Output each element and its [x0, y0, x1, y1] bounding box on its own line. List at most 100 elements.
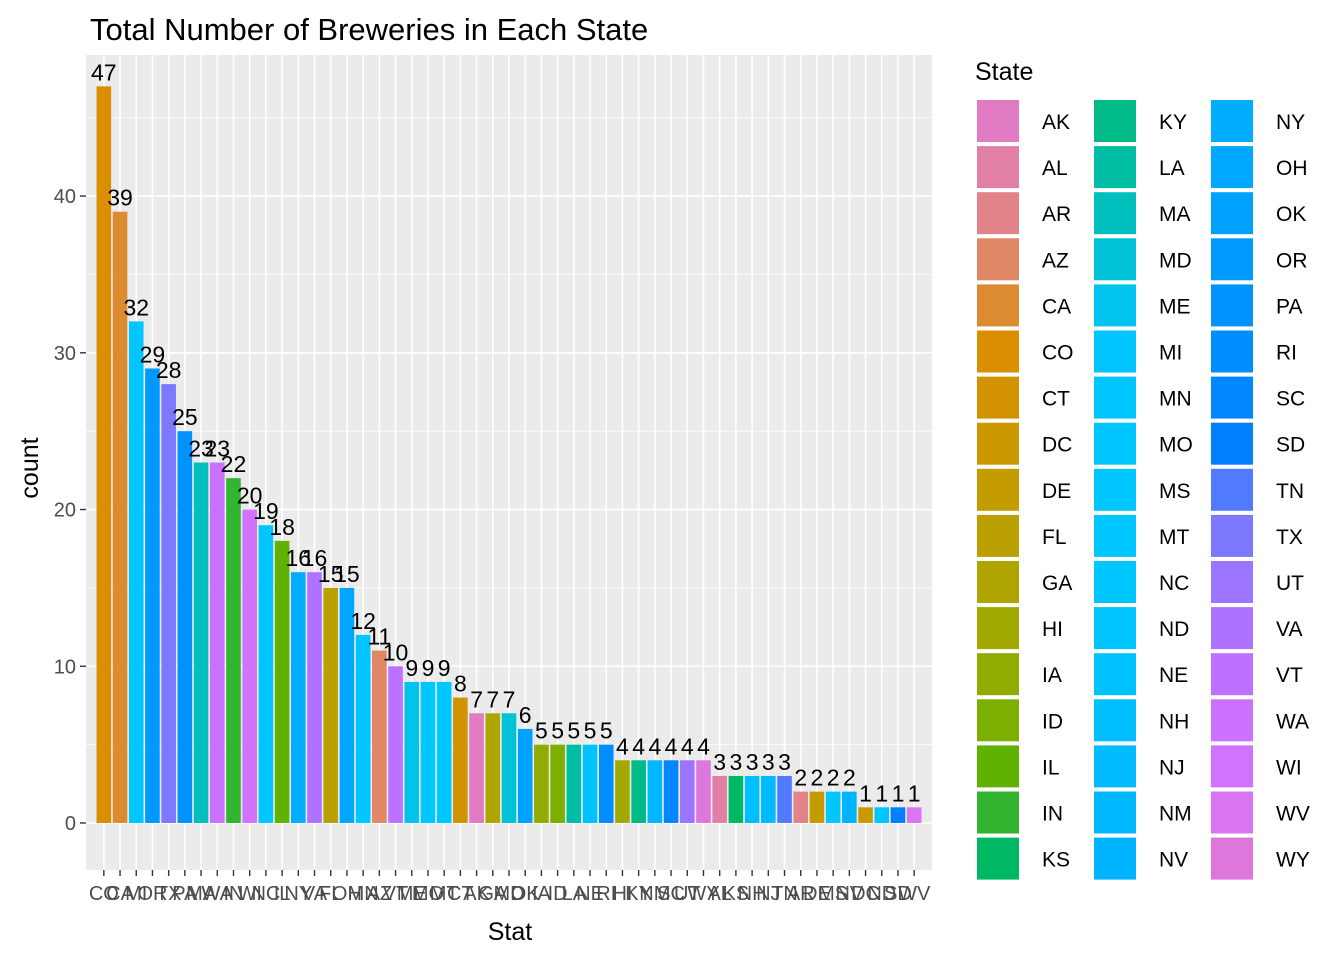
legend-key	[1211, 422, 1253, 465]
legend-label: WI	[1276, 756, 1302, 779]
x-tick-label: WI	[237, 883, 261, 905]
y-tick-label: 20	[54, 500, 76, 522]
x-tick-label: OR	[137, 883, 167, 905]
x-tick-label: OK	[511, 883, 541, 905]
bar	[323, 587, 339, 823]
bar	[193, 462, 209, 823]
x-tick-label: DE	[803, 883, 831, 905]
legend-label: GA	[1042, 572, 1072, 595]
data-label: 2	[811, 765, 824, 791]
legend-label: MI	[1159, 342, 1182, 365]
data-label: 22	[221, 451, 247, 477]
x-tick-label: NH	[738, 883, 767, 905]
legend-label: NM	[1159, 803, 1192, 826]
data-label: 39	[107, 185, 133, 211]
bar	[372, 650, 387, 823]
legend-label: WA	[1276, 710, 1309, 733]
data-label: 8	[454, 671, 467, 697]
x-tick-label: AZ	[367, 883, 393, 905]
bar	[874, 807, 890, 823]
legend-label: VA	[1276, 618, 1302, 641]
bar	[242, 509, 257, 823]
data-label: 7	[470, 686, 483, 712]
bar	[663, 760, 679, 823]
bar	[550, 744, 565, 823]
data-label: 12	[350, 608, 376, 634]
x-tick-label: WA	[202, 883, 234, 905]
legend-key	[1094, 100, 1136, 142]
bar	[258, 525, 274, 823]
bar	[566, 744, 582, 823]
legend-label: IA	[1042, 664, 1062, 687]
x-tick-label: CO	[89, 883, 119, 905]
legend-key	[1211, 376, 1253, 419]
y-tick-label: 40	[54, 186, 76, 208]
data-label: 3	[746, 749, 759, 775]
legend-key	[1211, 284, 1253, 327]
bar	[404, 681, 420, 823]
legend-key	[1094, 653, 1136, 696]
data-label: 32	[123, 294, 149, 320]
legend-key	[1211, 699, 1253, 742]
bar	[825, 791, 841, 823]
legend-key	[1094, 561, 1136, 603]
legend-label: NE	[1159, 664, 1188, 687]
legend-key	[1094, 238, 1136, 281]
legend-label: NV	[1159, 849, 1188, 872]
bar	[420, 681, 436, 823]
x-tick-label: AK	[463, 883, 490, 905]
data-label: 11	[367, 624, 391, 650]
legend-key	[1094, 422, 1136, 465]
x-tick-label: DC	[851, 883, 880, 905]
data-label: 47	[91, 59, 117, 85]
bar	[209, 462, 225, 823]
legend-label: ME	[1159, 295, 1191, 318]
legend-key	[977, 791, 1019, 834]
legend-label: WY	[1276, 849, 1310, 872]
legend-label: FL	[1042, 526, 1067, 549]
x-tick-label: ME	[397, 883, 427, 905]
data-label: 9	[438, 655, 451, 681]
x-tick-label: KY	[625, 883, 652, 905]
bar	[761, 775, 776, 823]
x-tick-label: TX	[156, 883, 182, 905]
bar	[226, 478, 241, 823]
x-tick-label: WY	[687, 883, 719, 905]
y-tick-label: 0	[65, 813, 76, 835]
x-axis: COCAMIORTXPAMAWAINWINCILNYVAFLOHMNAZVTME…	[89, 870, 931, 905]
legend-label: IL	[1042, 756, 1060, 779]
legend-label: AL	[1042, 157, 1068, 180]
bar	[469, 713, 484, 823]
legend-key	[977, 192, 1019, 235]
bar	[145, 368, 160, 823]
x-tick-label: HI	[612, 883, 632, 905]
legend-label: DC	[1042, 434, 1072, 457]
legend-label: AZ	[1042, 249, 1069, 272]
data-label: 7	[503, 686, 516, 712]
bar	[631, 760, 646, 823]
legend-key	[977, 561, 1019, 603]
bar	[307, 572, 322, 823]
legend-label: KY	[1159, 111, 1187, 134]
bar	[647, 760, 663, 823]
legend-key	[977, 653, 1019, 696]
legend-key	[977, 607, 1019, 650]
legend-label: MA	[1159, 203, 1191, 226]
legend-label: NY	[1276, 111, 1305, 134]
data-label: 3	[729, 749, 742, 775]
legend-key	[1094, 330, 1136, 373]
bar	[517, 728, 533, 823]
legend-label: CA	[1042, 295, 1071, 318]
legend-label: TN	[1276, 480, 1304, 503]
bar	[598, 744, 614, 823]
data-label: 10	[383, 639, 409, 665]
bar	[906, 807, 922, 823]
legend-key	[1094, 146, 1136, 189]
legend-key	[977, 422, 1019, 465]
data-label: 9	[405, 655, 418, 681]
data-label: 2	[794, 765, 807, 791]
x-tick-label: PA	[172, 883, 198, 905]
x-tick-label: FL	[319, 883, 342, 905]
x-tick-label: NE	[576, 883, 604, 905]
